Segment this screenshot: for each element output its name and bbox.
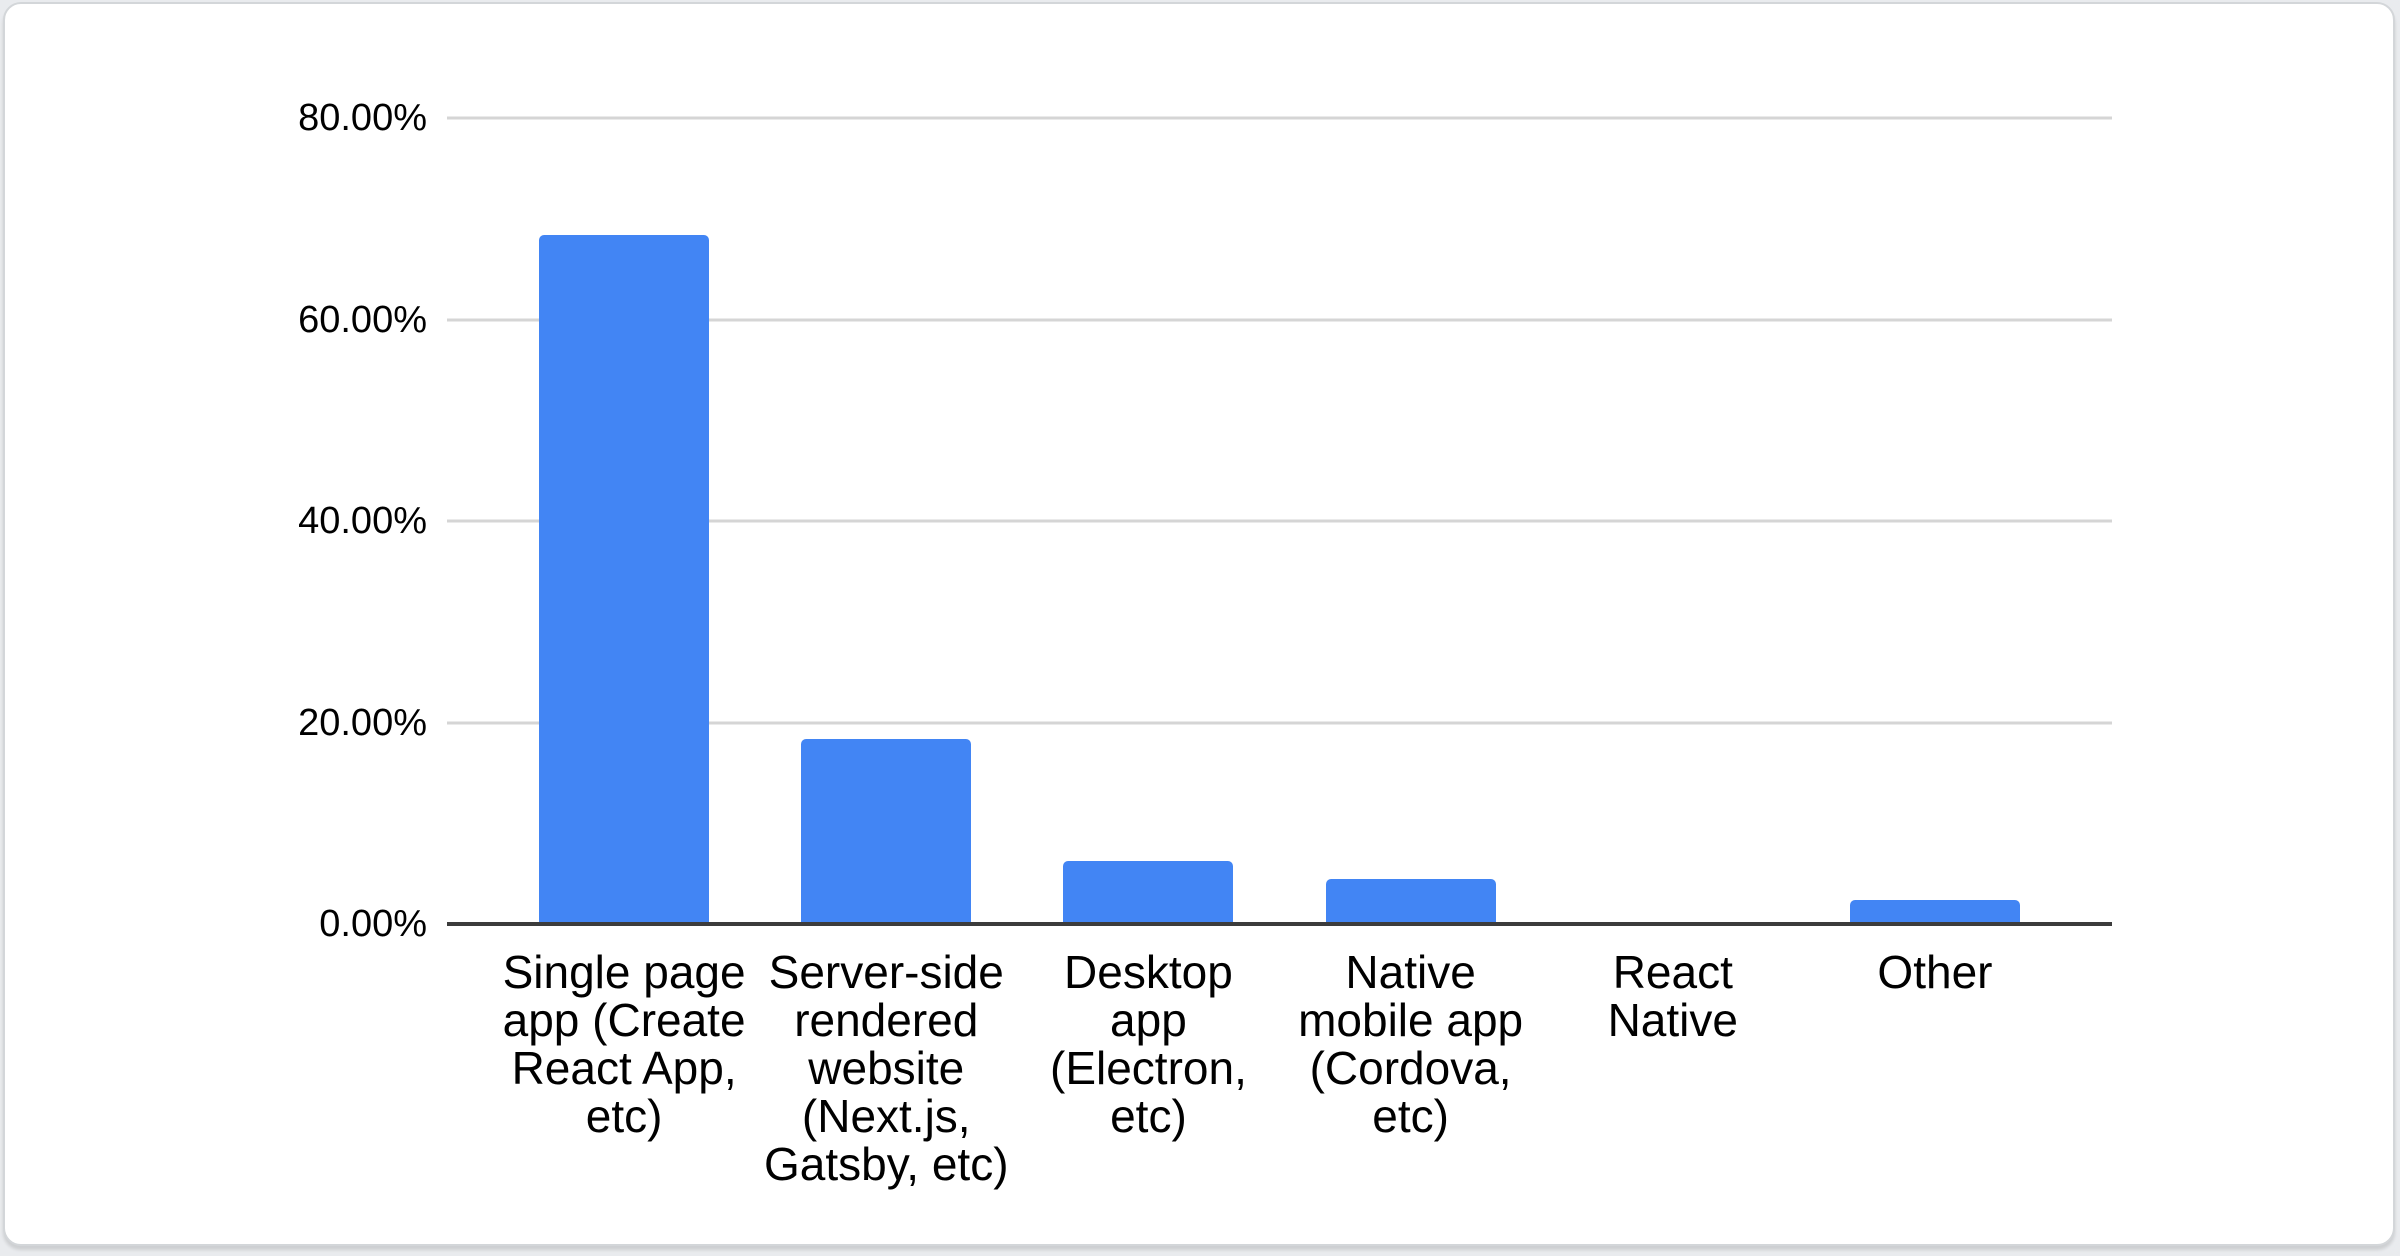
x-axis-category-label: Desktop app (Electron, etc) xyxy=(1050,946,1247,1142)
bars-band xyxy=(493,118,2066,924)
y-axis-tick-label: 40.00% xyxy=(298,500,427,542)
gridline xyxy=(447,116,2112,120)
bar-slot xyxy=(1017,118,1279,924)
gridline xyxy=(447,519,2112,523)
x-axis-category-label: Single page app (Create React App, etc) xyxy=(502,946,746,1142)
x-axis-category-label: React Native xyxy=(1607,946,1738,1046)
bar-slot xyxy=(1542,118,1804,924)
bar-slot xyxy=(755,118,1017,924)
bar xyxy=(1325,878,1496,924)
x-axis-category-label: Native mobile app (Cordova, etc) xyxy=(1298,946,1524,1142)
gridline xyxy=(447,318,2112,321)
bar-slot xyxy=(1804,118,2066,924)
x-axis-category-label: Other xyxy=(1877,946,1993,998)
y-axis: 0.00% 20.00% 40.00% 60.00% 80.00% xyxy=(5,99,447,943)
x-axis-line xyxy=(447,922,2112,926)
x-axis-category-label: Server-side rendered website (Next.js, G… xyxy=(763,946,1009,1190)
bar xyxy=(801,738,972,924)
x-axis-labels: Single page app (Create React App, etc) S… xyxy=(493,948,2066,1188)
bar xyxy=(1063,860,1234,924)
bar-slot xyxy=(493,118,755,924)
y-axis-tick-label: 0.00% xyxy=(319,903,427,945)
bar-slot xyxy=(1280,118,1542,924)
y-axis-tick-label: 60.00% xyxy=(298,298,427,341)
y-axis-tick-label: 80.00% xyxy=(298,97,427,139)
y-axis-tick-label: 20.00% xyxy=(298,701,427,744)
bar xyxy=(539,234,710,924)
bar xyxy=(1849,899,2020,924)
plot-area xyxy=(447,116,2112,926)
chart-card: 0.00% 20.00% 40.00% 60.00% 80.00% Single pag… xyxy=(3,2,2395,1246)
gridline xyxy=(447,721,2112,724)
